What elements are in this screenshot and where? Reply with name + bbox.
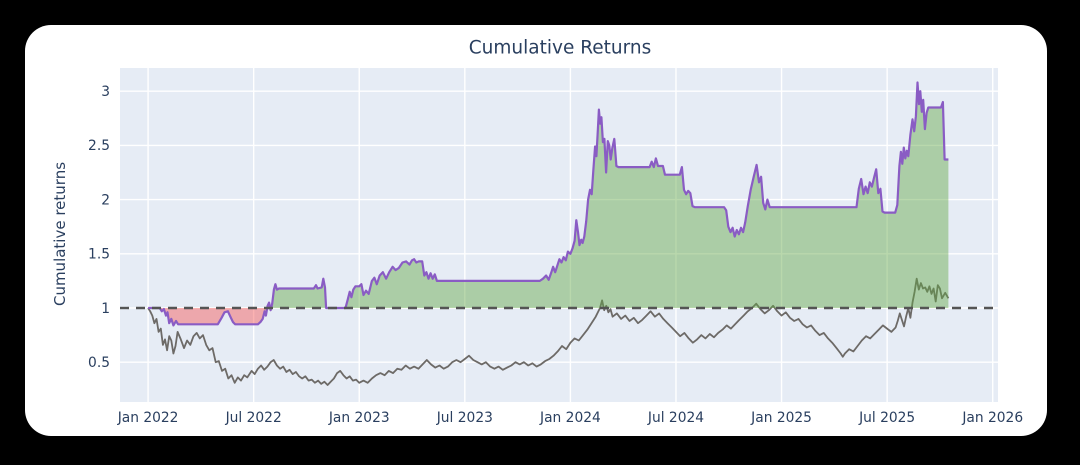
y-tick-label: 1 — [101, 301, 110, 317]
y-tick-label: 2.5 — [88, 138, 110, 154]
x-tick-label: Jul 2023 — [436, 410, 493, 426]
y-tick-label: 1.5 — [88, 247, 110, 263]
x-tick-label: Jul 2024 — [647, 410, 704, 426]
plot-area[interactable] — [120, 68, 998, 402]
underperformance-fill — [148, 308, 949, 326]
y-tick-label: 0.5 — [88, 355, 110, 371]
x-tick-label: Jan 2024 — [539, 410, 601, 426]
x-tick-label: Jul 2025 — [858, 410, 915, 426]
benchmark-line — [147, 277, 950, 386]
outperformance-fill — [148, 82, 949, 308]
x-tick-label: Jul 2022 — [225, 410, 282, 426]
x-tick-label: Jan 2022 — [117, 410, 179, 426]
x-tick-label: Jan 2025 — [750, 410, 812, 426]
y-tick-label: 2 — [101, 192, 110, 208]
report-card: Jan 2022 Jul 2022 Jan 2023 Jul 2023 Jan 2024… — [25, 25, 1047, 436]
strategy-line — [148, 81, 949, 327]
y-axis-title: Cumulative returns — [51, 161, 69, 307]
cumulative-returns-chart[interactable]: Jan 2022 Jul 2022 Jan 2023 Jul 2023 Jan 2024… — [25, 25, 1047, 436]
x-tick-label: Jan 2023 — [328, 410, 390, 426]
x-tick-label: Jan 2026 — [961, 410, 1023, 426]
chart-title: Cumulative Returns — [468, 37, 652, 59]
y-tick-label: 3 — [101, 84, 110, 100]
